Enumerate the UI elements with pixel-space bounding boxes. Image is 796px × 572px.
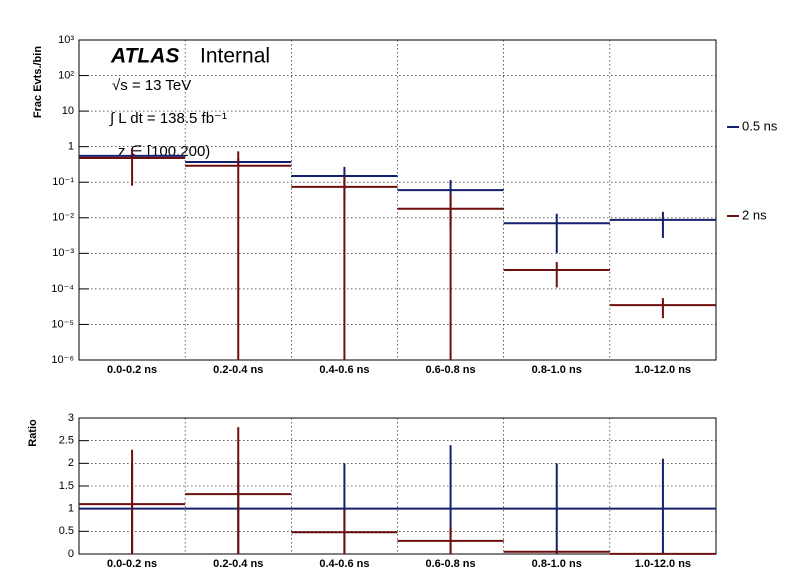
y-tick-label: 0.5 <box>59 525 74 537</box>
legend-label: 0.5 ns <box>742 118 778 133</box>
y-tick-label: 10⁻⁵ <box>51 318 74 330</box>
y-tick-label: 10⁻⁴ <box>51 283 74 295</box>
x-tick-label: 0.2-0.4 ns <box>213 364 263 376</box>
y-tick-label: 1 <box>68 503 74 515</box>
x-tick-label: 0.4-0.6 ns <box>319 364 369 376</box>
y-tick-label: 10⁻⁶ <box>51 354 74 366</box>
y-tick-label: 1 <box>68 141 74 153</box>
x-tick-label: 0.6-0.8 ns <box>426 364 476 376</box>
internal-label: Internal <box>200 45 270 68</box>
legend-label: 2 ns <box>742 207 767 222</box>
y-tick-label: 10² <box>58 69 74 81</box>
y-tick-label: 10 <box>62 105 74 117</box>
x-tick-label: 0.8-1.0 ns <box>532 364 582 376</box>
y-axis-label: Frac Evts./bin <box>32 46 44 118</box>
y-axis-label: Ratio <box>27 419 39 447</box>
x-tick-label: 0.0-0.2 ns <box>107 558 157 570</box>
y-tick-label: 10⁻³ <box>52 247 74 259</box>
x-tick-label: 0.2-0.4 ns <box>213 558 263 570</box>
y-tick-label: 3 <box>68 412 74 424</box>
y-tick-label: 2.5 <box>59 435 74 447</box>
energy-label: √s = 13 TeV <box>112 77 191 94</box>
lumi-label: ∫ L dt = 138.5 fb⁻¹ <box>109 110 227 127</box>
x-tick-label: 1.0-12.0 ns <box>635 364 691 376</box>
y-tick-label: 10⁻¹ <box>52 176 74 188</box>
x-tick-label: 0.8-1.0 ns <box>532 558 582 570</box>
x-tick-label: 0.6-0.8 ns <box>426 558 476 570</box>
x-tick-label: 0.0-0.2 ns <box>107 364 157 376</box>
y-tick-label: 0 <box>68 548 74 560</box>
y-tick-label: 2 <box>68 457 74 469</box>
y-tick-label: 10³ <box>58 34 74 46</box>
y-tick-label: 1.5 <box>59 480 74 492</box>
x-tick-label: 0.4-0.6 ns <box>319 558 369 570</box>
atlas-label: ATLAS <box>110 45 179 68</box>
x-tick-label: 1.0-12.0 ns <box>635 558 691 570</box>
y-tick-label: 10⁻² <box>52 212 74 224</box>
